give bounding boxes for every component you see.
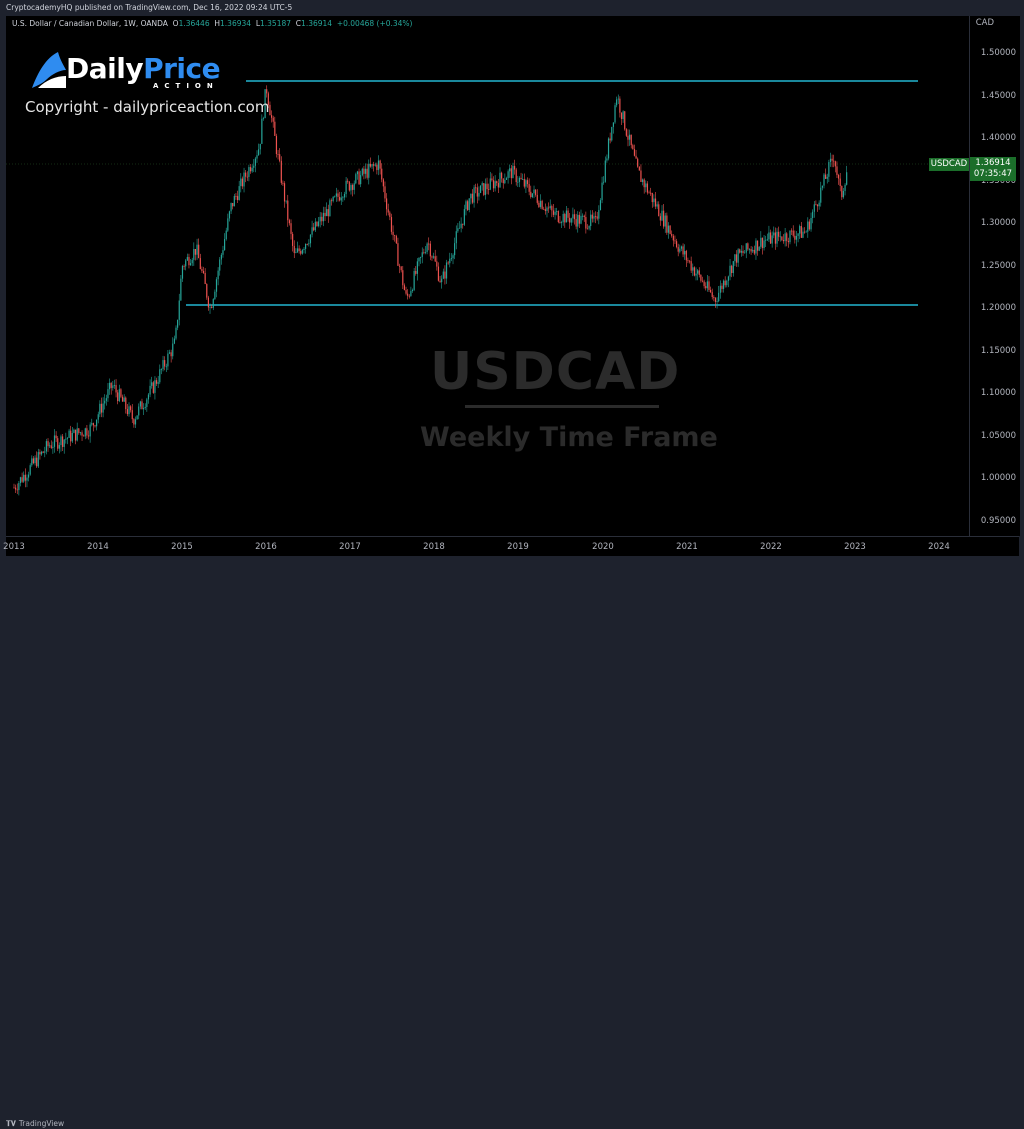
logo-word-daily: Daily <box>66 52 144 85</box>
time-tick: 2017 <box>339 542 361 552</box>
current-price-label: 1.36914 07:35:47 <box>970 157 1016 181</box>
time-tick: 2015 <box>171 542 193 552</box>
tradingview-label: TradingView <box>18 1119 65 1128</box>
symbol-price-tag: USDCAD <box>929 158 969 171</box>
watermark-subtitle: Weekly Time Frame <box>420 422 718 453</box>
time-axis[interactable] <box>6 536 1019 557</box>
low-label: L <box>255 19 260 28</box>
time-tick: 2018 <box>423 542 445 552</box>
low-value: 1.35187 <box>260 19 292 28</box>
high-label: H <box>214 19 221 28</box>
time-tick: 2024 <box>928 542 950 552</box>
time-tick: 2021 <box>676 542 698 552</box>
price-tick: 0.95000 <box>980 516 1016 526</box>
copyright-text: Copyright - dailypriceaction.com <box>25 98 270 116</box>
watermark-title: USDCAD <box>430 342 681 402</box>
watermark-divider <box>465 405 659 408</box>
publisher-bar: CryptocademyHQ published on TradingView.… <box>0 0 1024 16</box>
candlestick-series <box>6 80 969 496</box>
time-tick: 2014 <box>87 542 109 552</box>
time-tick: 2019 <box>507 542 529 552</box>
time-tick: 2013 <box>3 542 25 552</box>
price-tick: 1.40000 <box>980 133 1016 143</box>
open-value: 1.36446 <box>178 19 210 28</box>
open-label: O <box>172 19 179 28</box>
chart-pane[interactable] <box>6 16 969 536</box>
bar-countdown: 07:35:47 <box>973 169 1013 179</box>
price-tick: 1.25000 <box>980 261 1016 271</box>
close-label: C <box>295 19 302 28</box>
footer-bar: 𝐓𝐕 TradingView <box>0 556 1024 1128</box>
logo-word-price: Price <box>143 52 221 85</box>
logo-subtitle: ACTION <box>153 82 219 90</box>
price-tick: 1.35000 <box>980 176 1016 186</box>
tradingview-brand[interactable]: 𝐓𝐕 TradingView <box>6 1119 64 1129</box>
price-tick: 1.30000 <box>980 218 1016 228</box>
symbol-description: U.S. Dollar / Canadian Dollar, 1W, OANDA <box>12 19 168 28</box>
price-axis[interactable]: CAD 1.50000 1.45000 1.40000 1.35000 1.30… <box>969 16 1020 536</box>
publisher-line: CryptocademyHQ published on TradingView.… <box>6 3 293 12</box>
price-tick: 1.10000 <box>980 388 1016 398</box>
tv-logo-icon: 𝐓𝐕 <box>6 1119 16 1128</box>
price-tick: 1.05000 <box>980 431 1016 441</box>
price-tick: 1.45000 <box>980 91 1016 101</box>
time-tick: 2023 <box>844 542 866 552</box>
price-tick: 1.15000 <box>980 346 1016 356</box>
currency-label: CAD <box>975 18 994 28</box>
price-tick: 1.00000 <box>980 473 1016 483</box>
current-price-value: 1.36914 <box>975 158 1011 168</box>
close-value: 1.36914 <box>301 19 333 28</box>
brand-logo-text: DailyPrice <box>66 52 221 85</box>
time-tick: 2022 <box>760 542 782 552</box>
symbol-legend[interactable]: U.S. Dollar / Canadian Dollar, 1W, OANDA… <box>12 19 413 28</box>
price-tick: 1.50000 <box>980 48 1016 58</box>
dailypriceaction-logo-icon <box>32 52 66 88</box>
high-value: 1.36934 <box>220 19 252 28</box>
change-value: +0.00468 (+0.34%) <box>336 19 413 28</box>
time-tick: 2020 <box>592 542 614 552</box>
time-tick: 2016 <box>255 542 277 552</box>
price-tick: 1.20000 <box>980 303 1016 313</box>
